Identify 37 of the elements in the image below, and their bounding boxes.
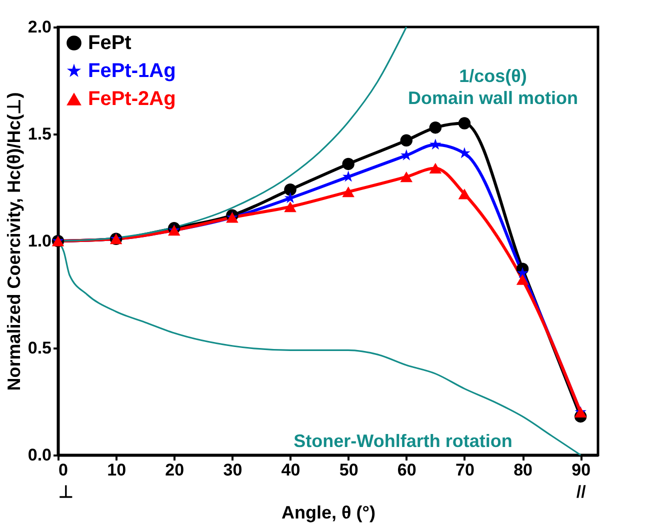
annotation: Domain wall motion [408,88,578,108]
y-axis-title: Normalized Coercivity, Hc(θ)/Hc(⊥) [4,92,24,391]
point [458,188,471,200]
point [400,134,413,147]
x-axis-title: Angle, θ (°) [282,502,376,522]
point [458,117,471,130]
legend-label: FePt-1Ag [88,60,176,82]
y-tick-label: 0.0 [28,446,52,464]
legend-label: FePt [88,32,132,54]
point [429,162,442,174]
y-tick-label: 1.5 [28,124,52,144]
point [284,201,296,212]
annotation: Stoner-Wohlfarth rotation [294,431,512,451]
point [516,274,529,285]
legend-label: FePt-2Ag [88,88,176,110]
x-tick-label: 80 [514,460,532,480]
x-tick-label: 30 [223,460,242,480]
x-tick-label: 20 [165,460,184,480]
point [284,184,296,196]
x-tick-label: 10 [107,460,126,480]
x-tick-label: 50 [339,460,358,480]
point [516,266,528,278]
point [342,186,354,198]
x-tick-label: 40 [281,460,300,480]
point [342,158,354,170]
point [458,147,470,158]
point [429,121,442,134]
x-tick-label: 60 [397,460,416,480]
y-tick-label: 1.0 [28,232,52,250]
point [400,171,413,182]
y-tick-label: 0.5 [28,338,52,358]
y-tick-label: 2.0 [28,18,52,36]
x-tick-label: 90 // [572,460,591,502]
annotation: 1/cos(θ) [459,66,527,86]
x-tick-label: 70 [455,460,474,480]
point [430,138,442,150]
x-tick-label: 0 ⊥ [58,460,74,502]
